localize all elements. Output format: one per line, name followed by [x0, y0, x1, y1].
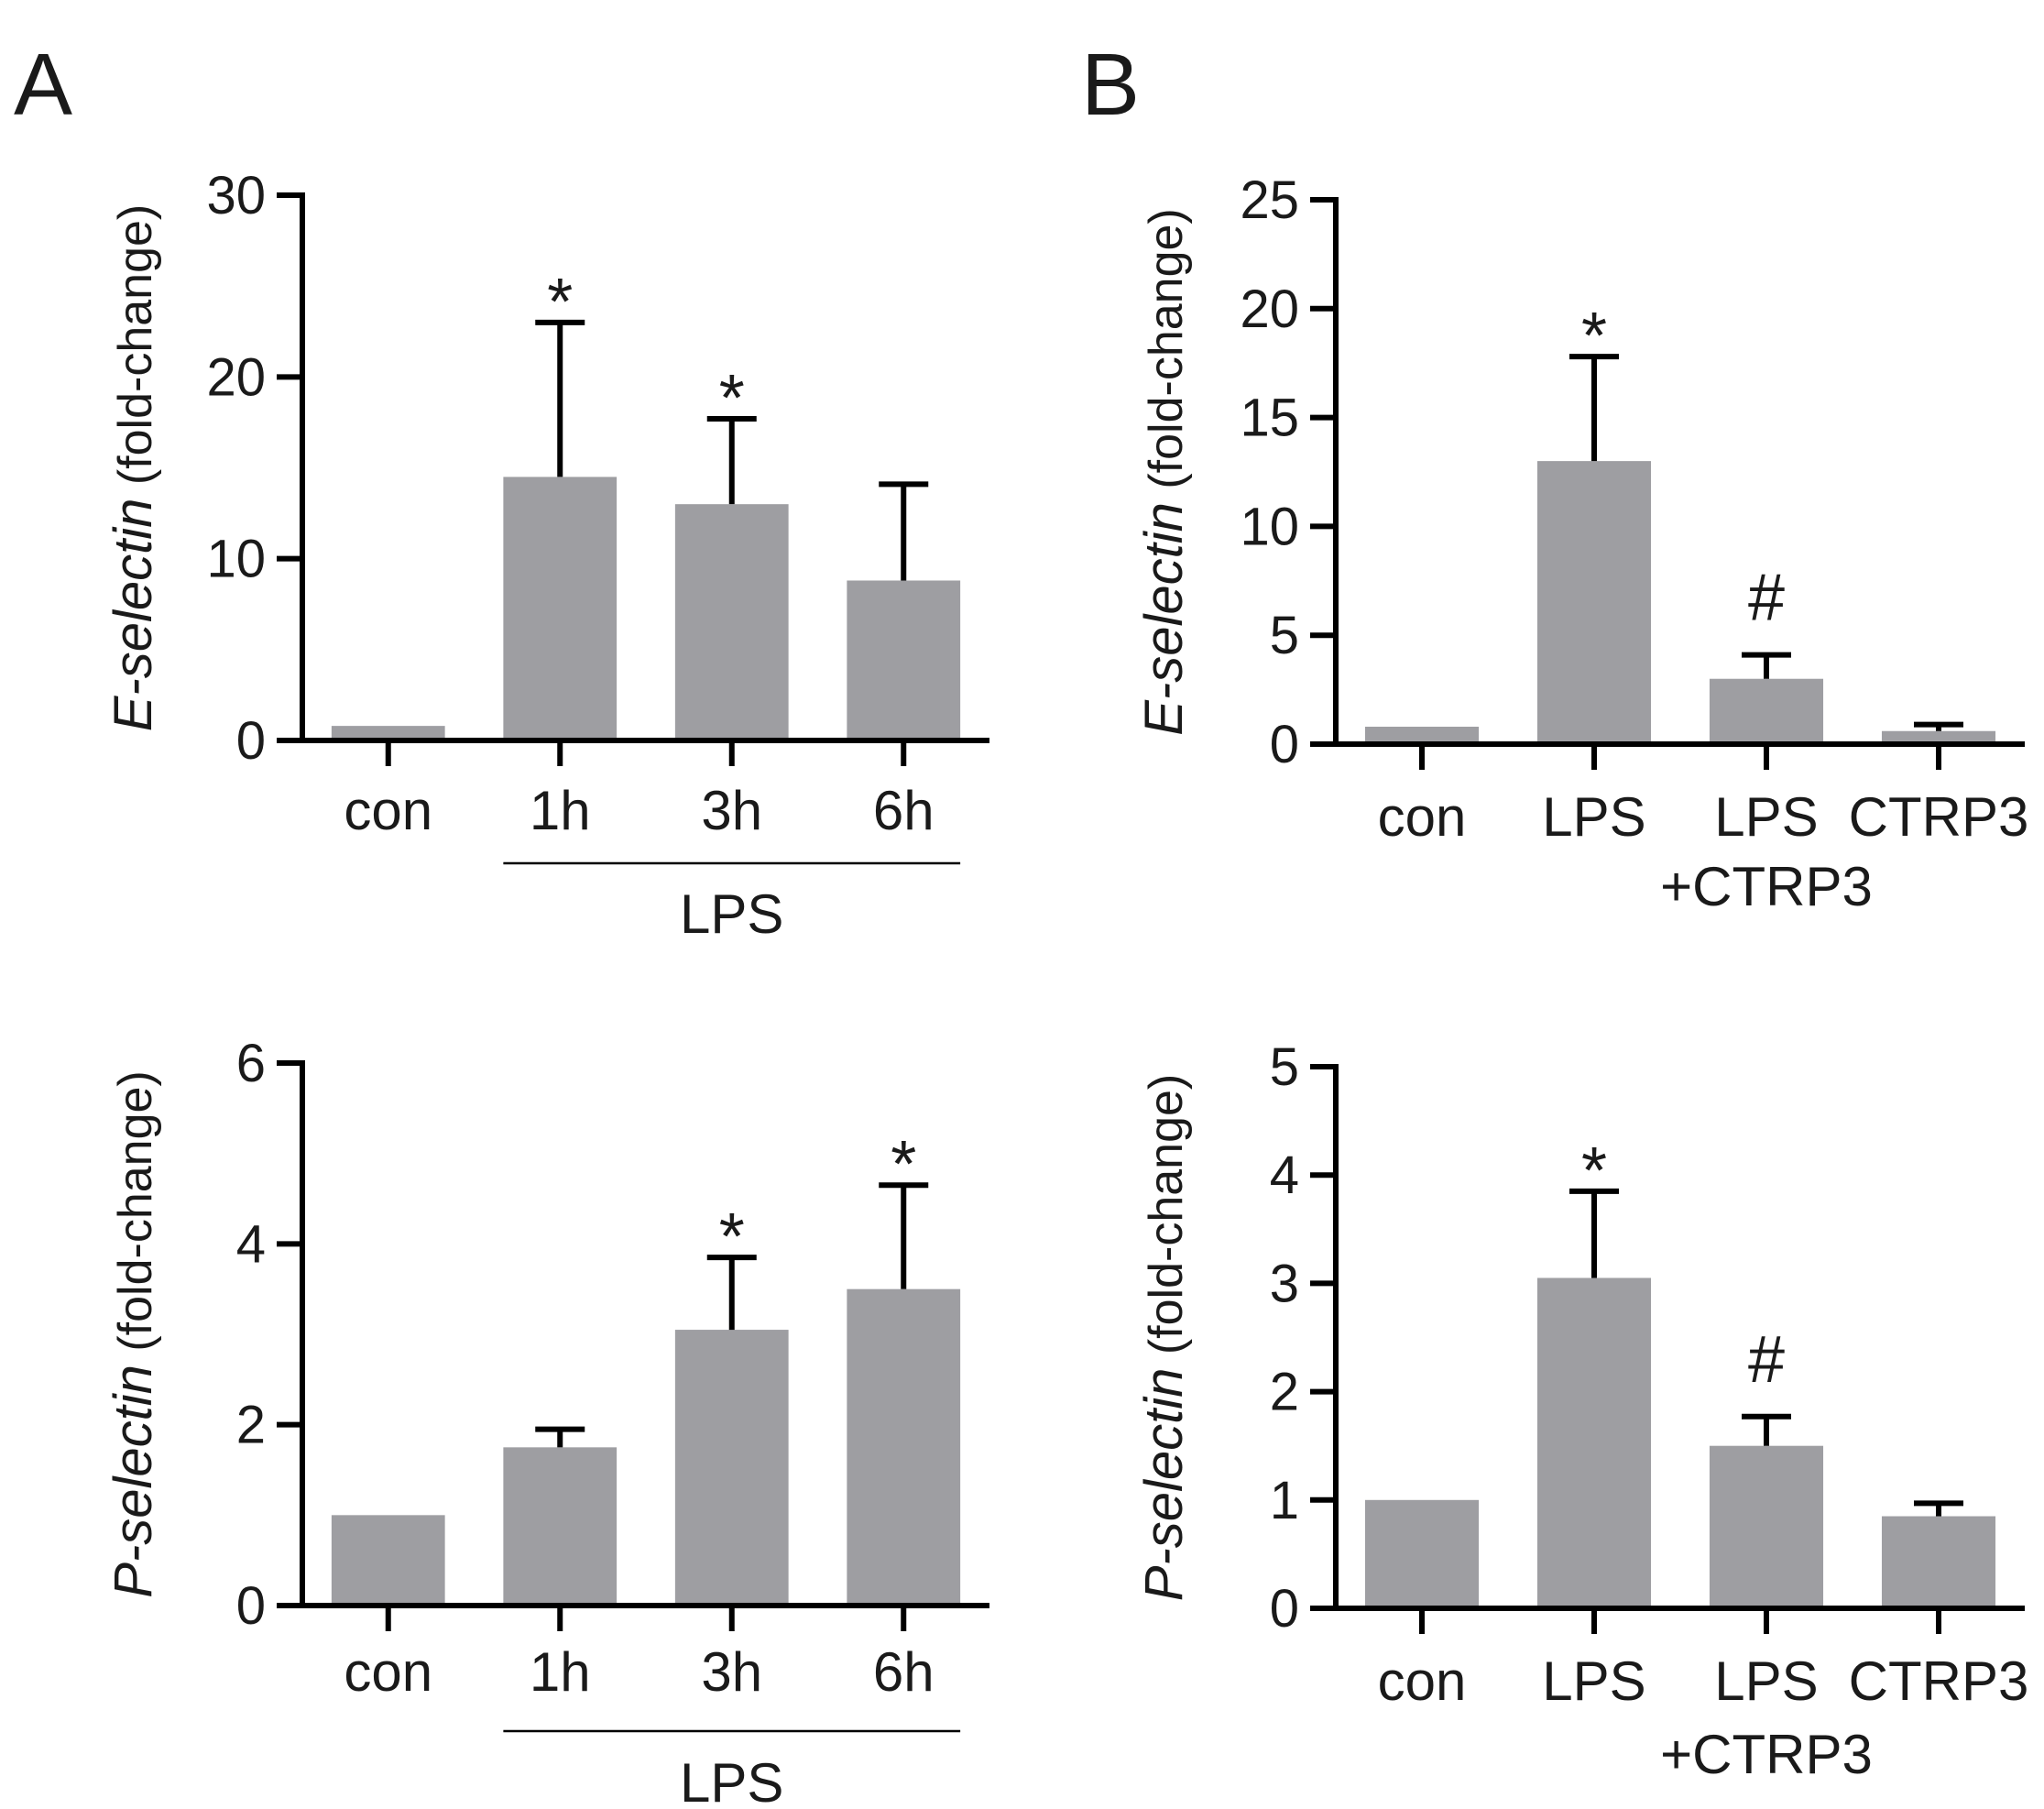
panel-letter-b: B — [1081, 36, 1140, 134]
x-category-label: 3h — [701, 780, 762, 841]
y-tick-label: 4 — [236, 1214, 266, 1274]
significance-hash: # — [1748, 1323, 1785, 1397]
y-axis-label-unit: (fold-change) — [1140, 1074, 1193, 1368]
y-tick-label: 3 — [1270, 1254, 1299, 1313]
bar-3h — [674, 1330, 789, 1606]
x-category-label: con — [1378, 1650, 1467, 1712]
x-category-label: con — [1378, 786, 1467, 848]
x-category-label: CTRP3 — [1849, 786, 2029, 848]
bar-con — [331, 726, 445, 740]
significance-star: * — [547, 266, 573, 339]
significance-hash: # — [1748, 562, 1785, 635]
x-category-label-line2: +CTRP3 — [1660, 1724, 1873, 1785]
bar-lps — [1709, 678, 1824, 744]
y-tick-label: 25 — [1240, 170, 1299, 230]
x-category-label: con — [344, 1641, 432, 1703]
y-tick-label: 0 — [236, 1576, 266, 1636]
y-axis-label-unit: (fold-change) — [109, 1070, 162, 1365]
y-axis-label: P-selectin (fold-change) — [104, 1070, 163, 1598]
y-axis-label: E-selectin (fold-change) — [1134, 208, 1194, 736]
bar-lps — [1536, 1277, 1652, 1608]
bar-con — [1364, 1499, 1480, 1608]
y-tick-label: 2 — [1270, 1363, 1299, 1422]
y-tick-label: 0 — [236, 711, 266, 771]
x-category-label: 1h — [530, 780, 591, 841]
bar-6h — [847, 1288, 961, 1606]
significance-star: * — [1581, 1135, 1607, 1208]
bar-6h — [847, 580, 961, 740]
y-tick-label: 20 — [206, 347, 266, 407]
y-tick-label: 0 — [1270, 1579, 1299, 1639]
bar-3h — [674, 504, 789, 740]
group-label: LPS — [680, 1752, 783, 1809]
bar-ctrp3 — [1881, 730, 1996, 744]
significance-star: * — [1581, 300, 1607, 373]
y-tick-label: 15 — [1240, 389, 1299, 448]
bar-lps — [1536, 461, 1652, 744]
x-category-label: 6h — [873, 1641, 935, 1703]
y-tick-label: 10 — [1240, 497, 1299, 556]
x-category-label: LPS — [1714, 786, 1818, 848]
y-axis-label-gene: E-selectin — [104, 499, 163, 732]
x-category-label: 1h — [530, 1641, 591, 1703]
significance-star: * — [719, 1201, 745, 1274]
significance-star: * — [719, 362, 745, 435]
y-axis-label-gene: P-selectin — [1134, 1368, 1194, 1602]
bar-1h — [503, 477, 618, 740]
y-axis-label: E-selectin (fold-change) — [104, 204, 163, 732]
bar-con — [331, 1515, 445, 1606]
y-tick-label: 5 — [1270, 606, 1299, 665]
y-tick-label: 6 — [236, 1034, 266, 1093]
x-category-label: CTRP3 — [1849, 1650, 2029, 1712]
x-category-label: con — [344, 780, 432, 841]
x-category-label: LPS — [1714, 1650, 1818, 1712]
x-category-label: 6h — [873, 780, 935, 841]
x-category-label-line2: +CTRP3 — [1660, 856, 1873, 917]
panel-letter-a: A — [14, 36, 72, 134]
y-tick-label: 1 — [1270, 1471, 1299, 1530]
bar-lps — [1709, 1445, 1824, 1608]
y-axis-label-gene: P-selectin — [104, 1365, 163, 1598]
x-category-label: 3h — [701, 1641, 762, 1703]
y-tick-label: 0 — [1270, 715, 1299, 774]
y-tick-label: 20 — [1240, 280, 1299, 339]
y-tick-label: 10 — [206, 530, 266, 589]
group-label: LPS — [680, 883, 783, 945]
chart-a-p-selectin: * * 0 2 4 6 con 1h 3h 6h LPS P-selectin (fold-chang… — [104, 1034, 989, 1809]
bar-con — [1364, 726, 1480, 744]
x-category-label: LPS — [1542, 1650, 1645, 1712]
y-axis-label: P-selectin (fold-change) — [1134, 1074, 1194, 1602]
chart-a-e-selectin: * * 0 10 20 30 con 1h 3h 6h LPS E-selectin (fold-ch… — [104, 166, 989, 945]
y-tick-label: 4 — [1270, 1146, 1299, 1205]
y-axis-label-gene: E-selectin — [1134, 502, 1194, 736]
y-axis-label-unit: (fold-change) — [1140, 208, 1193, 502]
significance-star: * — [891, 1128, 916, 1201]
y-tick-label: 5 — [1270, 1037, 1299, 1097]
bar-1h — [503, 1447, 618, 1606]
y-tick-label: 2 — [236, 1396, 266, 1455]
x-category-label: LPS — [1542, 786, 1645, 848]
y-tick-label: 30 — [206, 166, 266, 225]
bar-ctrp3 — [1881, 1516, 1996, 1608]
y-axis-label-unit: (fold-change) — [109, 204, 162, 499]
